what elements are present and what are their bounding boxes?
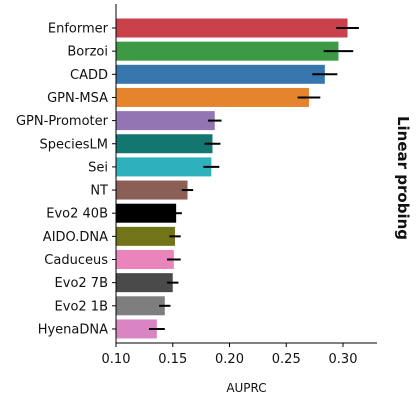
category-label-hyenadna: HyenaDNA bbox=[38, 322, 108, 337]
x-tick-label: 0.15 bbox=[158, 352, 187, 367]
category-label-caduceus: Caduceus bbox=[44, 253, 108, 268]
category-label-evo2-40b: Evo2 40B bbox=[46, 207, 108, 222]
category-label-sei: Sei bbox=[88, 160, 108, 175]
x-tick-label: 0.10 bbox=[102, 352, 131, 367]
x-ticks-layer: 0.10 0.15 0.20 0.25 0.30 bbox=[102, 343, 358, 367]
bar-evo2-40b bbox=[116, 203, 177, 223]
bar-hyenadna bbox=[116, 319, 157, 339]
category-label-borzoi: Borzoi bbox=[67, 45, 108, 60]
bar-sei bbox=[116, 157, 212, 177]
x-tick-label: 0.30 bbox=[329, 352, 358, 367]
category-label-enformer: Enformer bbox=[48, 22, 109, 37]
category-label-gpn-msa: GPN-MSA bbox=[47, 91, 108, 106]
category-label-aido-dna: AIDO.DNA bbox=[43, 230, 108, 245]
x-tick-label: 0.25 bbox=[272, 352, 301, 367]
bars-layer bbox=[116, 18, 348, 339]
bar-gpn-promoter bbox=[116, 111, 215, 131]
bar-nt bbox=[116, 180, 188, 200]
error-bars-layer bbox=[148, 27, 359, 330]
bar-gpn-msa bbox=[116, 87, 309, 107]
bar-evo2-1b bbox=[116, 296, 165, 316]
category-labels-layer: Enformer Borzoi CADD GPN-MSA GPN-Promoter Spe… bbox=[16, 22, 116, 337]
category-label-specieslm: SpeciesLM bbox=[40, 137, 109, 152]
bar-borzoi bbox=[116, 41, 339, 61]
x-axis-title: AUPRC bbox=[226, 381, 266, 395]
category-label-gpn-promoter: GPN-Promoter bbox=[16, 114, 109, 129]
bar-enformer bbox=[116, 18, 348, 38]
side-title: Linear probing bbox=[394, 116, 412, 240]
category-label-evo2-1b: Evo2 1B bbox=[55, 299, 108, 314]
category-label-evo2-7b: Evo2 7B bbox=[55, 276, 108, 291]
x-tick-label: 0.20 bbox=[215, 352, 244, 367]
bar-specieslm bbox=[116, 134, 213, 154]
axes-layer bbox=[115, 4, 377, 344]
category-label-cadd: CADD bbox=[70, 68, 108, 83]
bar-evo2-7b bbox=[116, 273, 173, 293]
bar-cadd bbox=[116, 64, 325, 84]
category-label-nt: NT bbox=[90, 184, 108, 199]
bar-caduceus bbox=[116, 250, 174, 269]
bar-aido-dna bbox=[116, 226, 176, 246]
